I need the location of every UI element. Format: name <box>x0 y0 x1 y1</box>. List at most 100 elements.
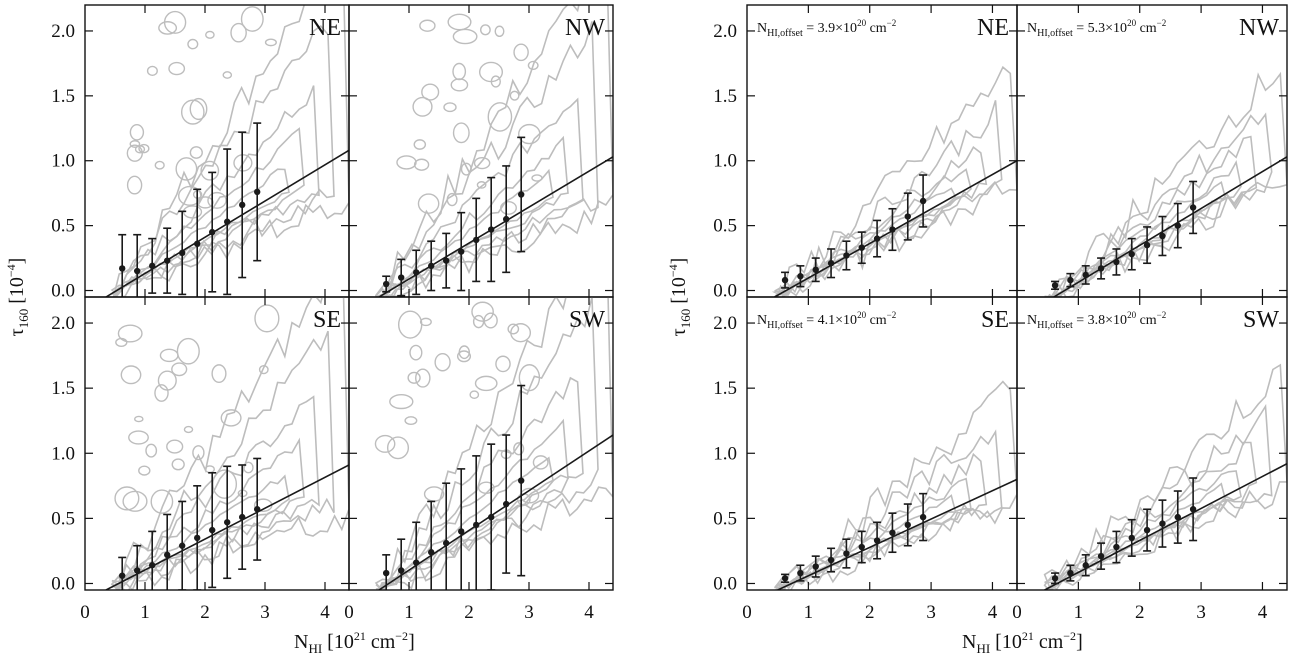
contour-blob <box>518 123 541 145</box>
data-point <box>797 569 804 577</box>
contour-blob <box>189 97 208 121</box>
contour-blob <box>171 362 188 377</box>
contour-blob <box>412 96 433 117</box>
data-point <box>194 240 201 247</box>
data-point <box>1113 543 1120 551</box>
data-point <box>224 218 231 225</box>
contour-line <box>777 380 1017 590</box>
contour-blob <box>487 102 513 132</box>
contour-blob <box>264 38 277 47</box>
data-point <box>164 257 171 264</box>
contour-blob <box>133 415 144 423</box>
contour-blob <box>129 140 141 148</box>
fit-line <box>777 478 1017 590</box>
contour-blob <box>532 455 549 470</box>
panel-label: SW <box>1243 307 1279 333</box>
x-tick-label: 4 <box>1258 602 1268 623</box>
offset-label: NHI,offset = 4.1×1020 cm−2 <box>757 310 896 331</box>
contour-line <box>1051 112 1273 297</box>
data-point <box>443 257 450 264</box>
contour-line <box>377 418 569 590</box>
data-point <box>1051 575 1059 582</box>
data-point <box>858 543 865 551</box>
panel-label: SW <box>569 307 605 333</box>
panel-0-sw: SW 0 1 2 3 4 <box>344 296 614 623</box>
y-axis-label: τ160 [10−4] <box>666 258 693 337</box>
contour-blob <box>477 481 495 495</box>
fit-line <box>774 160 1017 297</box>
data-point <box>1051 282 1059 289</box>
data-point <box>503 215 510 223</box>
contour-line <box>374 297 613 590</box>
offset-label: NHI,offset = 5.3×1020 cm−2 <box>1027 18 1166 39</box>
data-point <box>473 521 480 529</box>
panel-1-se: SE NHI,offset = 4.1×1020 cm−2 0.0 0.5 1.0 1.5… <box>713 296 1018 623</box>
x-tick-label: 0 <box>742 602 752 623</box>
data-point <box>458 528 465 535</box>
contour-line <box>374 21 599 297</box>
contour-line <box>1043 363 1287 590</box>
data-point <box>119 265 126 272</box>
y-tick-label: 0.5 <box>713 508 737 529</box>
contour-blob <box>434 352 451 372</box>
panel-label: NW <box>565 15 605 41</box>
contour-blob <box>417 193 440 214</box>
data-point <box>873 235 881 242</box>
y-tick-label: 0.0 <box>51 281 75 302</box>
contour-line <box>380 97 584 297</box>
contour-blob <box>138 143 150 154</box>
contour-blob <box>456 350 472 363</box>
contour-blob <box>168 61 186 76</box>
data-point <box>1174 222 1181 229</box>
x-tick-label: 4 <box>584 602 594 623</box>
contour-blob <box>207 191 227 209</box>
y-tick-label: 0.0 <box>713 573 737 594</box>
panel-0-se: SE 0.0 0.5 1.0 1.5 2.0 0 1 2 3 4 <box>51 296 350 623</box>
data-point <box>889 529 896 536</box>
contour-blob <box>409 344 423 361</box>
contour-blob <box>182 205 203 219</box>
data-point <box>1159 232 1166 240</box>
data-point <box>781 575 789 582</box>
data-point <box>488 513 495 521</box>
contour-blob <box>513 43 529 62</box>
contour-blob <box>460 162 472 176</box>
data-point <box>194 534 201 542</box>
data-point <box>458 248 465 255</box>
contour-blob <box>527 60 539 71</box>
contour-blob <box>447 13 472 31</box>
panel-0-ne: NE 0.0 0.5 1.0 1.5 2.0 <box>51 4 350 302</box>
fit-line <box>378 434 613 590</box>
contour-blob <box>146 65 158 77</box>
x-tick-label: 3 <box>1196 602 1206 623</box>
contour-blob <box>419 19 436 32</box>
contour-blob <box>404 416 418 426</box>
data-point <box>1082 562 1089 569</box>
data-point <box>1113 258 1120 266</box>
contour-blob <box>240 6 264 32</box>
contour-line <box>111 330 335 590</box>
y-tick-label: 2.0 <box>51 313 75 334</box>
y-tick-label: 2.0 <box>713 313 737 334</box>
contour-blob <box>126 175 143 195</box>
contour-blob <box>531 174 543 182</box>
data-point <box>209 228 216 236</box>
contour-blob <box>452 122 470 144</box>
contour-blob <box>471 301 494 322</box>
data-point <box>224 519 231 526</box>
contour-blob <box>117 324 143 343</box>
data-point <box>239 201 246 209</box>
offset-label: NHI,offset = 3.9×1020 cm−2 <box>757 18 896 39</box>
x-tick-label: 3 <box>260 602 270 623</box>
contour-blob <box>157 370 177 391</box>
contour-blob <box>452 28 478 45</box>
contour-blob <box>452 62 467 81</box>
contour-blob <box>397 310 423 339</box>
panel-frame <box>1016 296 1288 591</box>
contour-blob <box>122 490 148 512</box>
contour-blob <box>138 465 151 476</box>
contour-blob <box>474 375 498 392</box>
data-point <box>889 226 896 233</box>
x-tick-label: 0 <box>344 602 354 623</box>
